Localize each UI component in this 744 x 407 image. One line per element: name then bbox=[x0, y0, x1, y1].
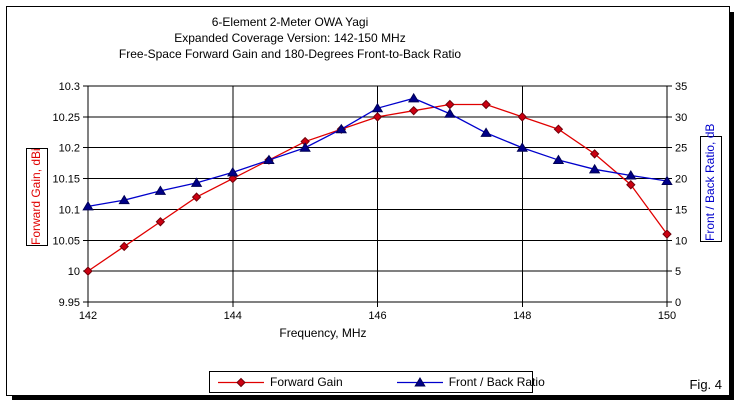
svg-text:15: 15 bbox=[675, 204, 687, 216]
forward-gain-swatch-icon bbox=[218, 377, 264, 388]
legend-label-forward-gain: Forward Gain bbox=[270, 375, 343, 389]
svg-text:30: 30 bbox=[675, 112, 687, 124]
svg-text:5: 5 bbox=[675, 266, 681, 278]
front-back-series bbox=[82, 92, 673, 211]
svg-text:10.1: 10.1 bbox=[59, 204, 80, 216]
svg-text:25: 25 bbox=[675, 143, 687, 155]
axis-tick-labels: 10.3 10.25 10.2 10.15 10.1 10.05 10 9.95 35 30 25 2… bbox=[52, 81, 687, 322]
svg-text:9.95: 9.95 bbox=[59, 297, 80, 309]
chart-title-line2: Expanded Coverage Version: 142-150 MHz bbox=[174, 31, 406, 45]
front-back-swatch-icon bbox=[396, 376, 443, 388]
svg-text:20: 20 bbox=[675, 174, 687, 186]
gridlines bbox=[87, 85, 668, 303]
svg-text:150: 150 bbox=[658, 310, 676, 322]
legend: Forward Gain Front / Back Ratio bbox=[209, 371, 545, 393]
forward-gain-series bbox=[83, 99, 672, 276]
legend-label-front-back: Front / Back Ratio bbox=[448, 375, 545, 389]
svg-text:10.2: 10.2 bbox=[59, 143, 80, 155]
svg-text:10.05: 10.05 bbox=[52, 235, 80, 247]
svg-text:10: 10 bbox=[675, 235, 687, 247]
svg-text:146: 146 bbox=[368, 310, 386, 322]
svg-text:10: 10 bbox=[68, 266, 80, 278]
svg-text:148: 148 bbox=[513, 310, 531, 322]
legend-entry-front-back: Front / Back Ratio bbox=[396, 375, 545, 389]
chart-title-line3: Free-Space Forward Gain and 180-Degrees … bbox=[118, 47, 462, 61]
svg-text:144: 144 bbox=[224, 310, 242, 322]
figure-number: Fig. 4 bbox=[689, 377, 722, 392]
y-axis-left-title: Forward Gain, dBi bbox=[26, 148, 48, 246]
svg-text:10.3: 10.3 bbox=[59, 81, 80, 93]
svg-text:10.15: 10.15 bbox=[52, 174, 80, 186]
svg-text:35: 35 bbox=[675, 81, 687, 93]
svg-text:0: 0 bbox=[675, 297, 681, 309]
legend-entry-forward-gain: Forward Gain bbox=[218, 375, 343, 389]
svg-text:142: 142 bbox=[79, 310, 97, 322]
y-axis-right-title: Front / Back Ratio, dB bbox=[700, 124, 722, 242]
x-axis-title: Frequency, MHz bbox=[279, 326, 367, 340]
chart-title-line1: 6-Element 2-Meter OWA Yagi bbox=[211, 15, 369, 29]
chart-title: 6-Element 2-Meter OWA Yagi Expanded Cove… bbox=[40, 14, 540, 62]
svg-text:10.25: 10.25 bbox=[52, 112, 80, 124]
